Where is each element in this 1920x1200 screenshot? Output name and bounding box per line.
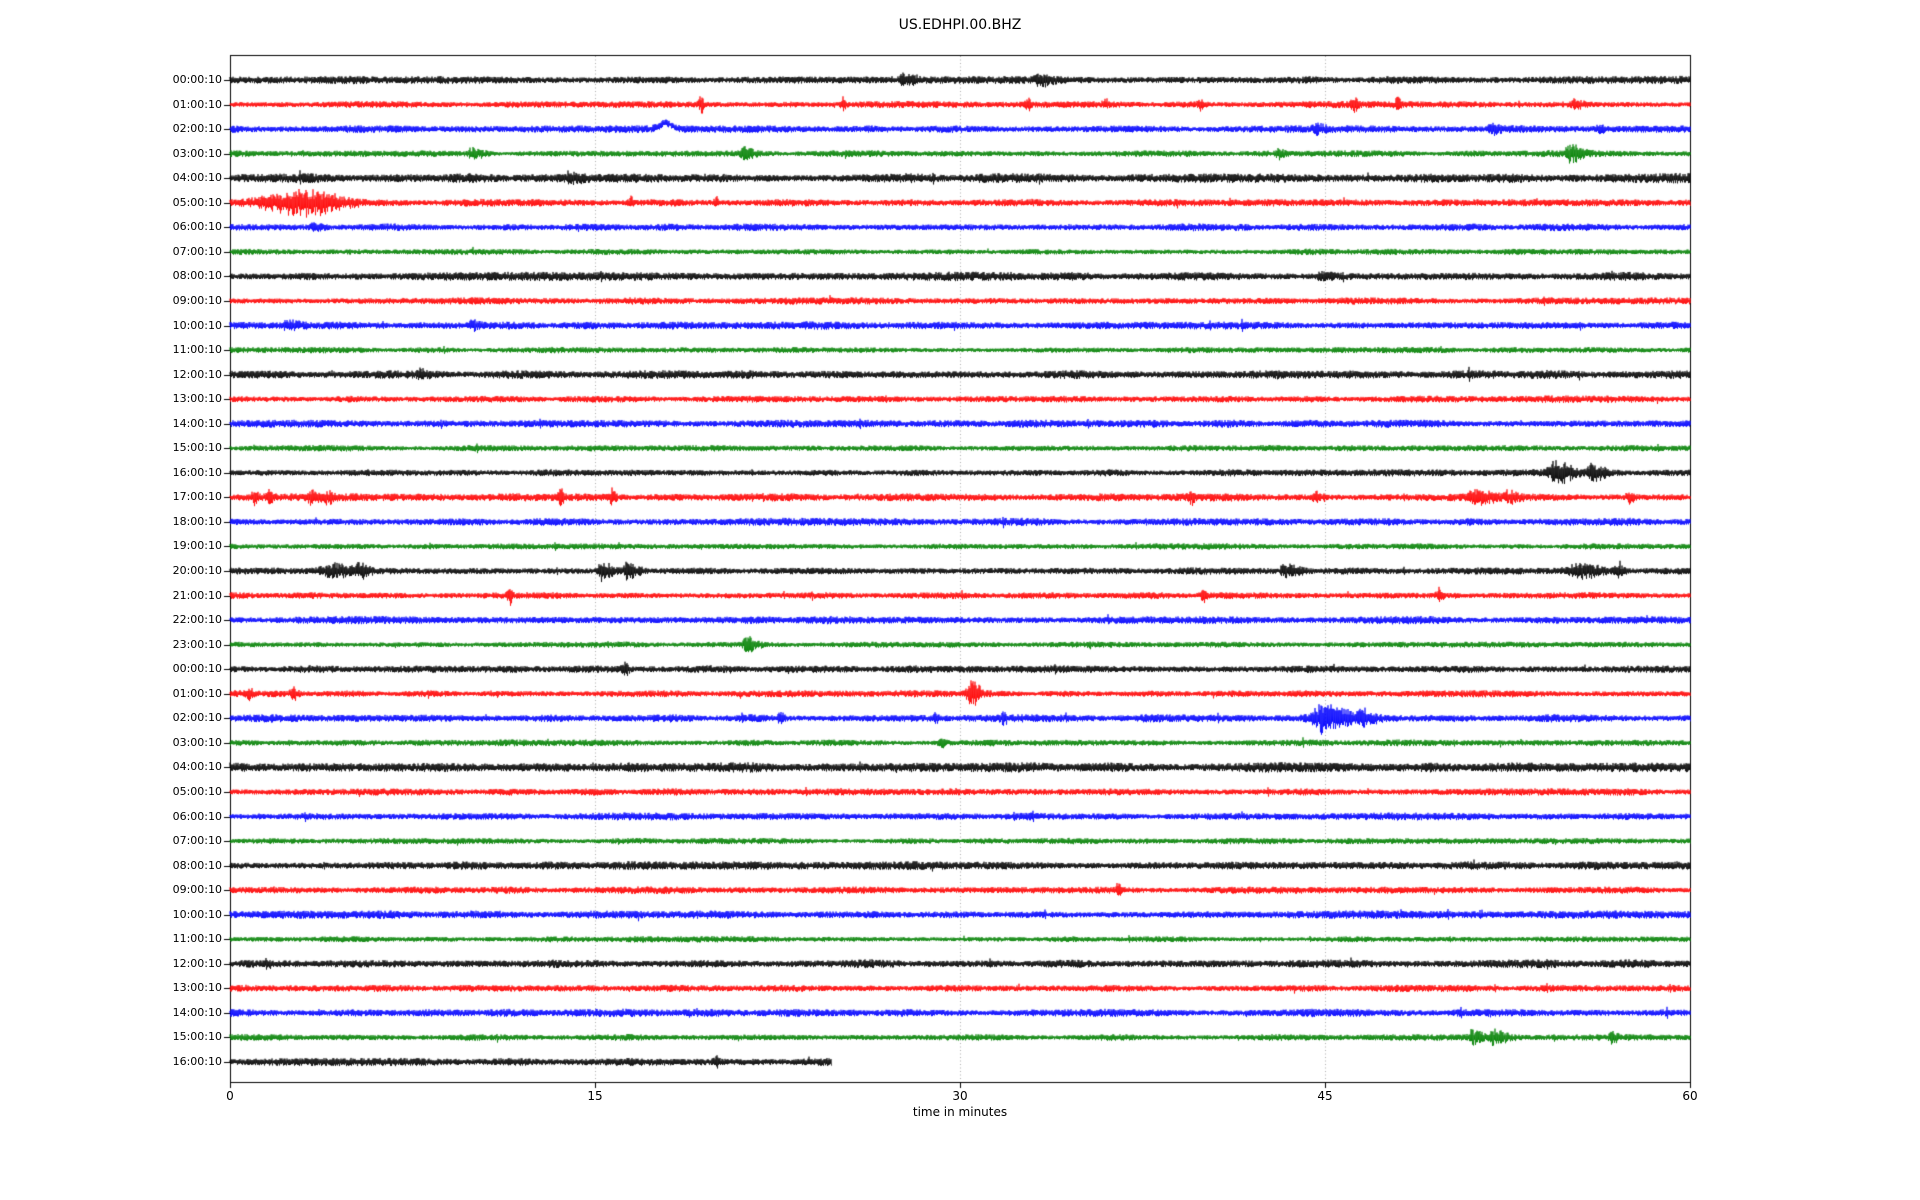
y-tick-label: 06:00:10 <box>172 220 222 234</box>
y-tick-label: 00:00:10 <box>172 662 222 676</box>
y-tick-label: 02:00:10 <box>172 122 222 136</box>
y-tick-label: 07:00:10 <box>172 834 222 848</box>
y-tick-label: 04:00:10 <box>172 760 222 774</box>
y-tick-label: 16:00:10 <box>172 465 222 479</box>
y-tick-label: 06:00:10 <box>172 809 222 823</box>
y-tick-label: 10:00:10 <box>172 318 222 332</box>
y-tick-label: 15:00:10 <box>172 441 222 455</box>
y-tick-label: 14:00:10 <box>172 1005 222 1019</box>
y-tick-label: 22:00:10 <box>172 613 222 627</box>
y-tick-label: 08:00:10 <box>172 858 222 872</box>
x-axis-title: time in minutes <box>912 1105 1008 1119</box>
y-tick-label: 02:00:10 <box>172 711 222 725</box>
y-tick-label: 13:00:10 <box>172 981 222 995</box>
y-tick-label: 11:00:10 <box>172 932 222 946</box>
y-tick-label: 03:00:10 <box>172 146 222 160</box>
chart-title: US.EDHPI.00.BHZ <box>898 17 1022 33</box>
y-tick-label: 20:00:10 <box>172 564 222 577</box>
y-tick-label: 13:00:10 <box>172 392 222 406</box>
y-tick-label: 01:00:10 <box>172 97 222 111</box>
x-tick-label: 0 <box>226 1089 234 1103</box>
y-tick-label: 12:00:10 <box>172 367 222 381</box>
y-tick-label: 23:00:10 <box>172 637 222 651</box>
y-tick-label: 01:00:10 <box>172 686 222 700</box>
y-tick-label: 21:00:10 <box>172 588 222 602</box>
y-tick-label: 11:00:10 <box>172 343 222 357</box>
y-tick-label: 05:00:10 <box>172 195 222 209</box>
y-tick-label: 12:00:10 <box>172 956 222 970</box>
y-tick-label: 16:00:10 <box>172 1055 222 1068</box>
y-tick-label: 15:00:10 <box>172 1030 222 1044</box>
y-tick-label: 08:00:10 <box>172 269 222 283</box>
y-tick-label: 09:00:10 <box>172 293 222 307</box>
x-tick-label: 30 <box>952 1089 968 1103</box>
y-tick-label: 17:00:10 <box>172 490 222 504</box>
x-tick-label: 15 <box>587 1089 603 1103</box>
y-tick-label: 03:00:10 <box>172 735 222 749</box>
y-tick-label: 18:00:10 <box>172 514 222 528</box>
y-tick-label: 05:00:10 <box>172 784 222 798</box>
y-tick-label: 19:00:10 <box>172 539 222 553</box>
y-tick-label: 09:00:10 <box>172 883 222 897</box>
y-tick-label: 07:00:10 <box>172 244 222 258</box>
y-tick-label: 04:00:10 <box>172 171 222 185</box>
y-tick-label: 14:00:10 <box>172 416 222 430</box>
x-tick-label: 45 <box>1317 1089 1333 1103</box>
y-tick-label: 00:00:10 <box>172 73 222 86</box>
x-tick-label: 60 <box>1682 1089 1698 1103</box>
y-tick-label: 10:00:10 <box>172 907 222 921</box>
